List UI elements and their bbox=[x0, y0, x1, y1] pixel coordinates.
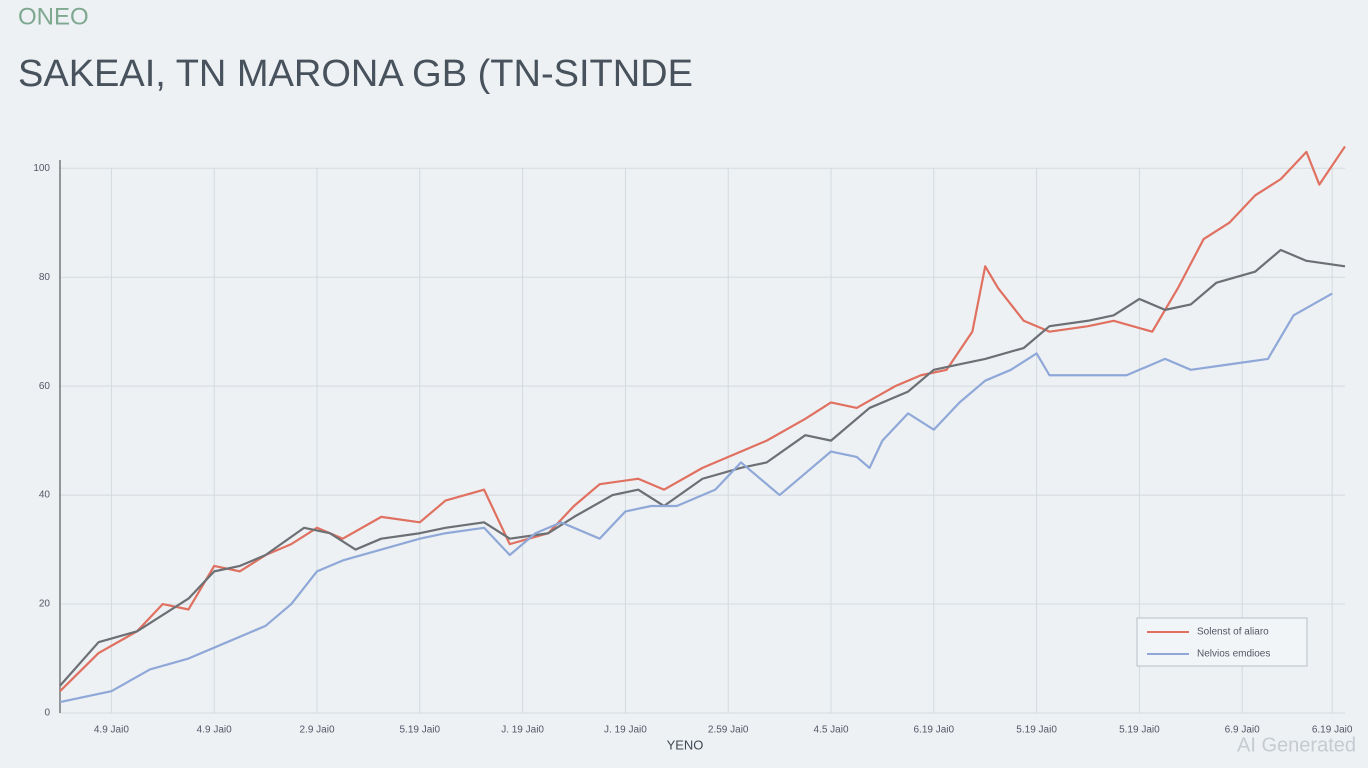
y-tick-label: 40 bbox=[39, 490, 51, 501]
y-tick-label: 20 bbox=[39, 599, 51, 610]
y-tick-label: 100 bbox=[33, 163, 50, 174]
series-line bbox=[59, 145, 1346, 692]
y-tick-label: 80 bbox=[39, 272, 51, 283]
x-tick-label: 5.19 Jai0 bbox=[1119, 725, 1160, 736]
x-tick-label: J. 19 Jai0 bbox=[604, 725, 647, 736]
y-tick-label: 60 bbox=[39, 381, 51, 392]
x-tick-label: 4.9 Jai0 bbox=[197, 725, 232, 736]
x-tick-label: 6.9 Jai0 bbox=[1225, 725, 1260, 736]
x-tick-label: 5.19 Jai0 bbox=[400, 725, 441, 736]
x-tick-label: 4.5 Jai0 bbox=[813, 725, 848, 736]
x-tick-label: 6.19 Jai0 bbox=[914, 725, 955, 736]
x-tick-label: 6.19 Jai0 bbox=[1312, 725, 1353, 736]
series-line bbox=[59, 292, 1333, 704]
watermark: AI Generated bbox=[1237, 734, 1356, 756]
x-axis-label: YENO bbox=[667, 737, 704, 752]
x-tick-label: J. 19 Jai0 bbox=[501, 725, 544, 736]
chart-title: SAKEAI, TN MARONA GB (TN-SITNDE bbox=[18, 53, 693, 95]
x-tick-label: 5.19 Jai0 bbox=[1016, 725, 1057, 736]
x-tick-label: 2.59 Jai0 bbox=[708, 725, 749, 736]
y-tick-label: 0 bbox=[44, 708, 50, 719]
series-line bbox=[59, 248, 1346, 687]
x-tick-label: 4.9 Jai0 bbox=[94, 725, 129, 736]
legend-label: Solenst of aliaro bbox=[1197, 627, 1269, 638]
logo: ONEO bbox=[18, 3, 89, 30]
x-tick-label: 2.9 Jai0 bbox=[299, 725, 334, 736]
legend-box bbox=[1136, 617, 1308, 667]
legend-label: Nelvios emdioes bbox=[1197, 649, 1270, 660]
